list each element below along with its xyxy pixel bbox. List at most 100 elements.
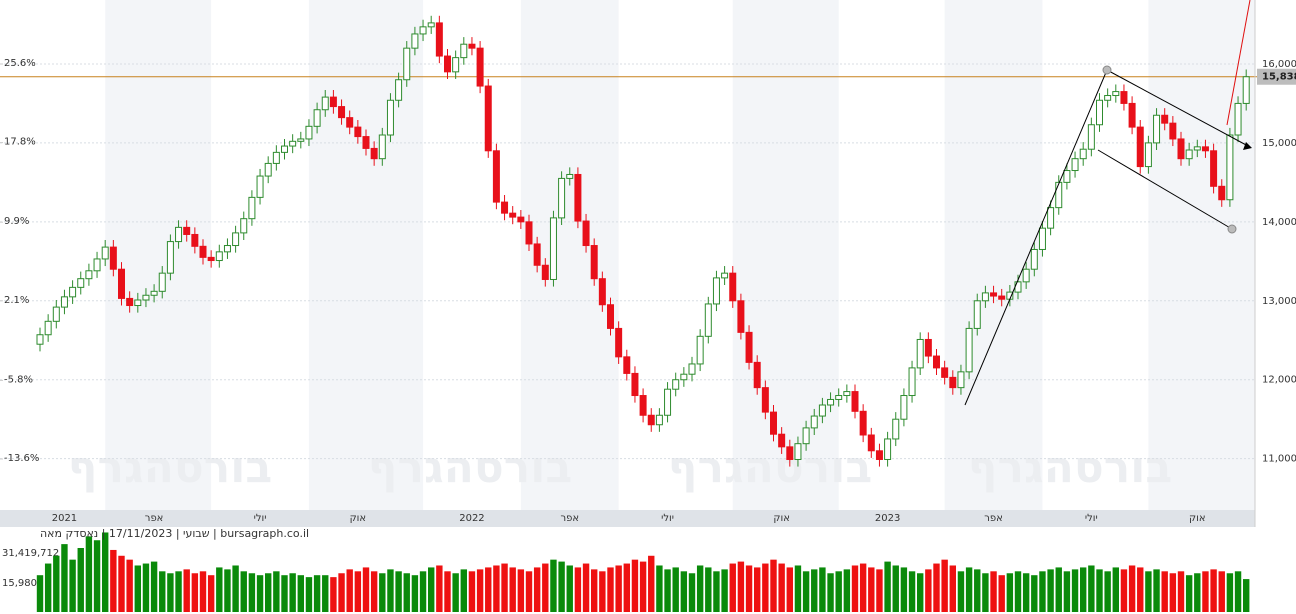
candle-body	[745, 331, 753, 363]
candle-body	[1030, 248, 1038, 270]
candle-body	[1096, 99, 1103, 126]
candle-body	[183, 226, 191, 235]
volume-bar	[770, 559, 777, 612]
volume-bar	[664, 569, 671, 612]
candle-body	[338, 106, 346, 119]
volume-bar	[1153, 569, 1160, 612]
volume-bar	[1210, 569, 1217, 612]
volume-bar	[460, 569, 467, 612]
volume-tick-label: 31,419,712	[2, 548, 59, 559]
volume-bar	[216, 567, 223, 612]
candle-body	[753, 361, 761, 389]
volume-bar	[485, 567, 492, 612]
candle-body	[126, 297, 134, 307]
candle-body	[215, 251, 223, 262]
candle-body	[794, 443, 802, 460]
volume-bar	[191, 573, 199, 612]
volume-bar	[859, 563, 867, 612]
candle-body	[827, 398, 835, 406]
volume-bar	[61, 544, 68, 612]
candle-body	[770, 411, 777, 435]
volume-bar	[1145, 571, 1152, 612]
volume-bar	[656, 565, 663, 612]
candle-body	[223, 245, 231, 253]
volume-bar	[468, 571, 476, 612]
volume-bar	[582, 563, 590, 612]
candle-body	[721, 272, 729, 279]
candle-body	[492, 150, 500, 203]
volume-bar	[754, 567, 761, 612]
last-price-box	[1257, 68, 1296, 85]
candle-body	[329, 96, 337, 108]
candle-body	[101, 246, 109, 260]
volume-bar	[876, 569, 883, 612]
watermark: בורסהגרף	[68, 442, 272, 493]
candle-body	[386, 99, 394, 136]
volume-bar	[550, 559, 557, 612]
y-tick-label: 12,000	[1262, 375, 1296, 386]
volume-bar	[1137, 567, 1144, 612]
candle-body	[941, 367, 949, 378]
volume-bar	[313, 575, 321, 612]
volume-bar	[1234, 571, 1242, 612]
candle-body	[240, 218, 248, 234]
volume-bar	[289, 573, 296, 612]
candle-body	[802, 427, 810, 445]
x-tick-label: יולי	[661, 513, 674, 524]
x-tick-label: אוק	[350, 513, 367, 524]
y-tick-label: 11,000	[1262, 454, 1296, 465]
candle-body	[1063, 170, 1071, 183]
volume-bar	[1202, 571, 1209, 612]
volume-bar	[525, 571, 533, 612]
volume-bar	[159, 571, 166, 612]
candle-body	[509, 212, 517, 218]
volume-bar	[134, 565, 141, 612]
volume-bar	[118, 555, 125, 612]
candle-body	[558, 177, 566, 219]
volume-bar	[599, 571, 606, 612]
volume-bar	[1080, 567, 1087, 612]
candle-body	[460, 43, 468, 59]
volume-bar	[745, 565, 753, 612]
candle-body	[150, 290, 158, 296]
candle-body	[761, 387, 769, 413]
candle-body	[949, 376, 957, 389]
volume-bar	[811, 569, 818, 612]
volume-bar	[1014, 571, 1022, 612]
volume-bar	[411, 575, 419, 612]
candle-body	[990, 292, 998, 297]
volume-bar	[436, 565, 443, 612]
y2-tick-label: -13.6%	[4, 453, 39, 464]
volume-bar	[648, 555, 655, 612]
volume-bar	[110, 549, 117, 612]
volume-bar	[517, 569, 525, 612]
volume-bar	[925, 569, 932, 612]
volume-bar	[1243, 579, 1250, 612]
arrow	[1243, 142, 1252, 150]
volume-bar	[1226, 573, 1234, 612]
candle-body	[134, 299, 142, 307]
volume-bar	[1185, 575, 1193, 612]
candle-body	[248, 196, 256, 220]
candle-body	[378, 134, 386, 160]
volume-bar	[786, 567, 793, 612]
volume-bar	[379, 573, 386, 612]
volume-bar	[354, 571, 362, 612]
candle-body	[476, 47, 484, 87]
y2-tick-label: 17.8%	[4, 137, 36, 148]
volume-bar	[851, 565, 859, 612]
background	[105, 0, 1255, 510]
volume-bar	[1120, 569, 1128, 612]
candle-body	[1177, 138, 1185, 160]
volume-bar	[167, 573, 174, 612]
candle-body	[786, 446, 794, 460]
candle-body	[403, 47, 411, 81]
volume-bar	[688, 573, 696, 612]
candle-body	[370, 147, 378, 160]
volume-bar	[1006, 573, 1014, 612]
candle-body	[44, 320, 52, 336]
x-tick-label: אפר	[145, 513, 164, 524]
candle-body	[1234, 102, 1242, 136]
volume-bar	[395, 571, 402, 612]
volume-bar	[36, 575, 44, 612]
